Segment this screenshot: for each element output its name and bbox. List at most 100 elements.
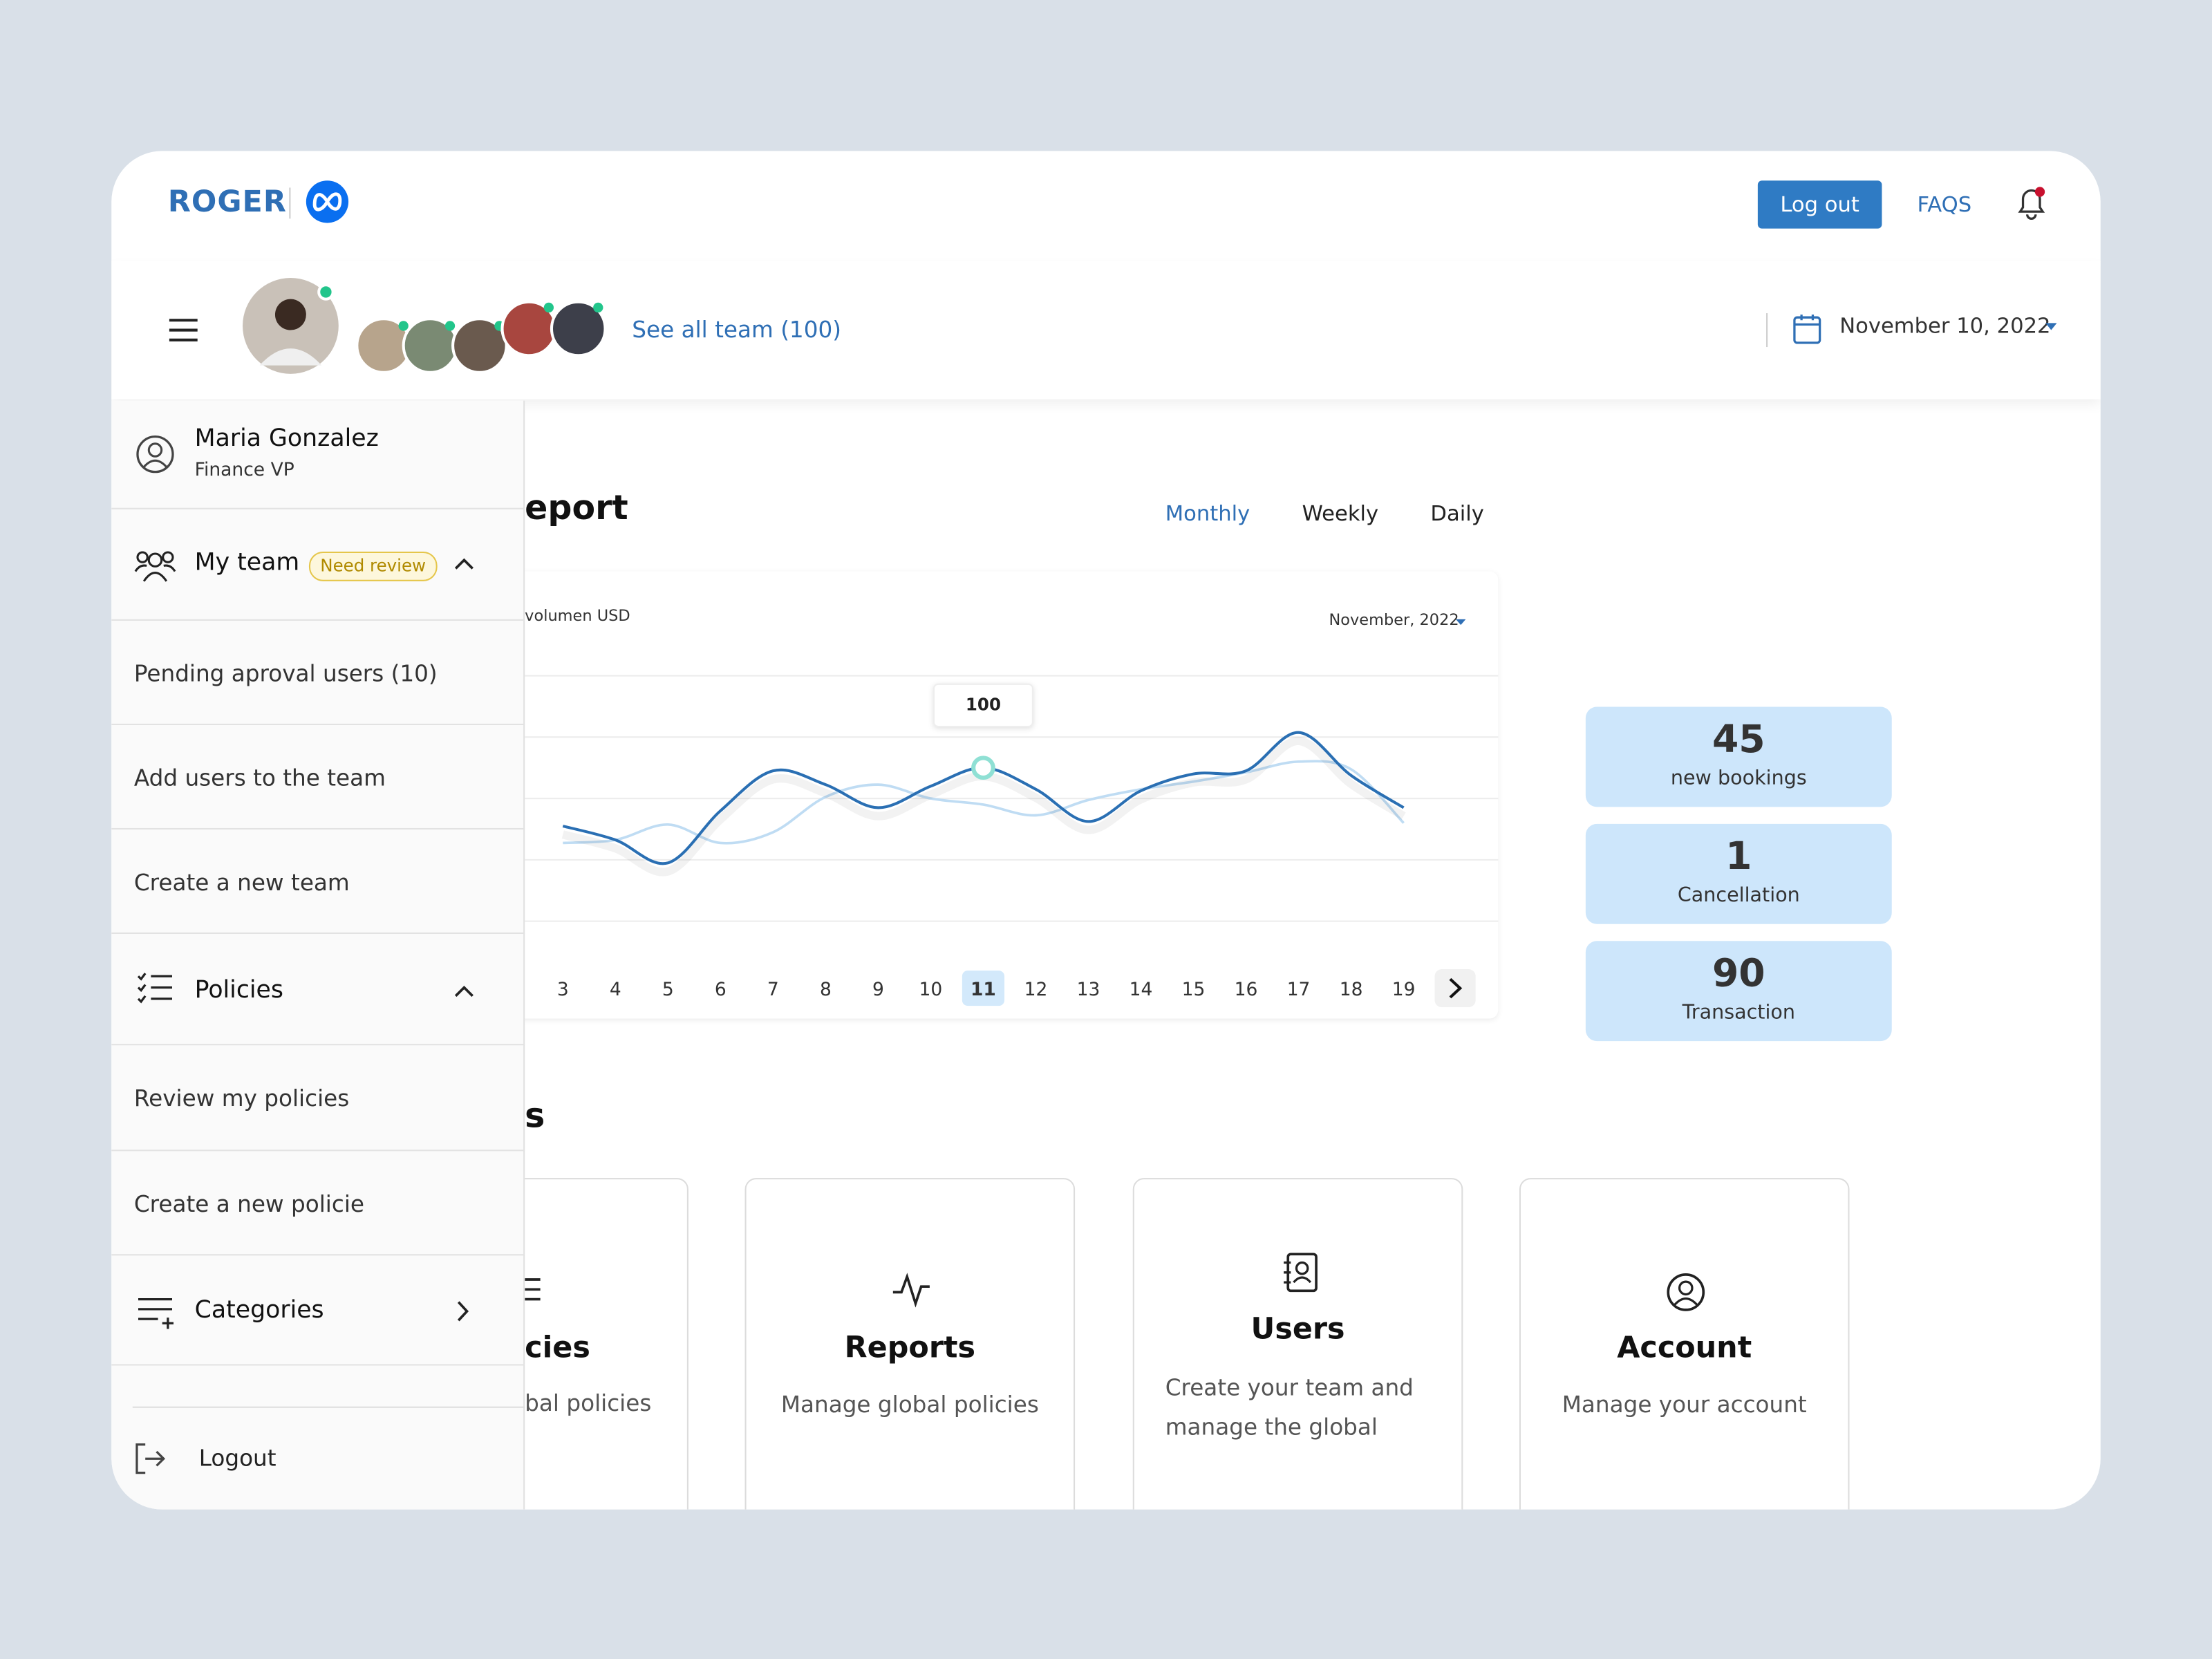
faqs-link[interactable]: FAQS <box>1917 191 1972 218</box>
x-tick-label[interactable]: 5 <box>662 979 674 1000</box>
divider <box>132 1406 525 1408</box>
team-avatars-more <box>500 300 607 357</box>
x-tick-label[interactable]: 4 <box>610 979 621 1000</box>
review-badge: Need review <box>308 551 438 581</box>
series-line <box>563 760 1405 845</box>
x-tick-label[interactable]: 10 <box>919 979 943 1000</box>
x-tick-label[interactable]: 7 <box>767 979 779 1000</box>
section-title: s <box>525 1096 545 1136</box>
card-icon <box>525 1278 541 1301</box>
next-button[interactable] <box>1434 969 1476 1008</box>
menu-item-label: Review my policies <box>133 1085 350 1112</box>
card-description: bal policies <box>525 1389 652 1416</box>
card-icon <box>892 1273 930 1308</box>
x-tick-label[interactable]: 6 <box>715 979 727 1000</box>
period-tab[interactable]: Monthly <box>1165 500 1250 527</box>
x-tick-label[interactable]: 18 <box>1340 979 1363 1000</box>
axis-label: volumen USD <box>525 606 630 626</box>
x-tick-label[interactable]: 11 <box>971 979 996 1000</box>
card-description: Manage your account <box>1562 1391 1807 1418</box>
stat-value: 45 <box>1712 718 1765 762</box>
calendar-icon <box>1793 315 1821 344</box>
menu-item[interactable]: Pending aproval users (10) <box>111 621 525 725</box>
menu-item-label: Add users to the team <box>133 765 386 791</box>
x-tick-label[interactable]: 3 <box>557 979 569 1000</box>
logout-link[interactable]: Logout <box>198 1444 276 1472</box>
categories-section[interactable]: Categories <box>111 1255 525 1366</box>
card-title: Account <box>1617 1330 1752 1365</box>
x-tick-label[interactable]: 15 <box>1182 979 1206 1000</box>
user-name: Maria Gonzalez <box>194 424 379 453</box>
my-team-section[interactable]: My team Need review <box>111 509 525 621</box>
stat-label: Cancellation <box>1677 884 1800 908</box>
team-icon <box>134 551 176 582</box>
sidebar <box>111 400 525 1510</box>
tooltip-box <box>932 683 1033 728</box>
month-picker[interactable]: November, 2022 <box>1329 610 1459 630</box>
stat-label: Transaction <box>1682 1001 1796 1024</box>
chart-card <box>358 571 1499 1019</box>
x-tick-label[interactable]: 17 <box>1287 979 1311 1000</box>
selected-day <box>962 971 1005 1006</box>
stat-card: 45 new bookings <box>1585 706 1892 807</box>
menu-item[interactable]: Add users to the team <box>111 725 525 830</box>
card-icon <box>1284 1253 1318 1293</box>
menu-item-label: Pending aproval users (10) <box>133 660 438 687</box>
menu-item[interactable]: Create a new policie <box>111 1151 525 1256</box>
policies-section[interactable]: Policies <box>111 934 525 1046</box>
card-description: Create your team and manage the global <box>1165 1374 1414 1441</box>
x-tick-label[interactable]: 16 <box>1235 979 1258 1000</box>
divider <box>289 187 291 219</box>
period-tab[interactable]: Daily <box>1430 500 1484 527</box>
collapse-chevron[interactable] <box>454 557 474 570</box>
team-avatars <box>243 278 508 374</box>
brand: ROGER <box>167 185 287 219</box>
categories-icon <box>138 1297 174 1329</box>
card-icon <box>1667 1273 1705 1311</box>
x-tick-label[interactable]: 9 <box>872 979 884 1000</box>
notification-bell[interactable] <box>2014 185 2048 221</box>
tooltip-label: 100 <box>966 694 1001 714</box>
period-tab[interactable]: Weekly <box>1302 500 1379 527</box>
x-tick-label[interactable]: 13 <box>1077 979 1100 1000</box>
x-tick-label[interactable]: 14 <box>1130 979 1153 1000</box>
stat-card: 90 Transaction <box>1585 941 1892 1042</box>
section-label: My team <box>194 548 300 577</box>
section-label: Categories <box>194 1296 324 1325</box>
selected-point <box>971 756 995 780</box>
expand-chevron[interactable] <box>457 1301 469 1322</box>
date-picker[interactable]: November 10, 2022 <box>1839 313 2051 339</box>
section-label: Policies <box>194 976 283 1005</box>
x-tick-label[interactable]: 19 <box>1392 979 1416 1000</box>
x-tick-label[interactable]: 12 <box>1024 979 1048 1000</box>
logout-button[interactable]: Log out <box>1757 180 1882 229</box>
menu-icon[interactable] <box>168 317 199 343</box>
dropdown-caret <box>1456 619 1466 626</box>
app-content: ROGER Log out FAQS See all team (100) No… <box>111 151 2101 1510</box>
next-chevron <box>1449 977 1463 999</box>
user-icon <box>136 435 174 474</box>
team-bar: See all team (100) November 10, 2022 <box>111 261 2101 400</box>
card-title: Users <box>1250 1311 1345 1346</box>
meta-logo <box>306 180 349 223</box>
collapse-chevron[interactable] <box>454 984 474 997</box>
card-title: Reports <box>844 1330 976 1365</box>
stat-value: 90 <box>1712 952 1765 996</box>
x-tick-label[interactable]: 8 <box>820 979 832 1000</box>
card[interactable]: Reports Manage global policies <box>744 1178 1076 1510</box>
user-row: Maria Gonzalez Finance VP <box>111 401 525 509</box>
card[interactable]: Account Manage your account <box>1519 1178 1850 1510</box>
menu-item[interactable]: Review my policies <box>111 1045 525 1152</box>
see-all-team-link[interactable]: See all team (100) <box>632 316 841 343</box>
logout-icon <box>135 1443 166 1474</box>
stat-value: 1 <box>1725 835 1752 879</box>
menu-item-label: Create a new team <box>133 869 350 896</box>
menu-item[interactable]: Create a new team <box>111 830 525 935</box>
card-description: Manage global policies <box>780 1391 1039 1418</box>
card[interactable]: Users Create your team and manage the gl… <box>1132 1178 1463 1510</box>
divider <box>1766 313 1768 348</box>
report-title: eport <box>525 488 628 528</box>
dropdown-caret <box>2045 323 2057 330</box>
